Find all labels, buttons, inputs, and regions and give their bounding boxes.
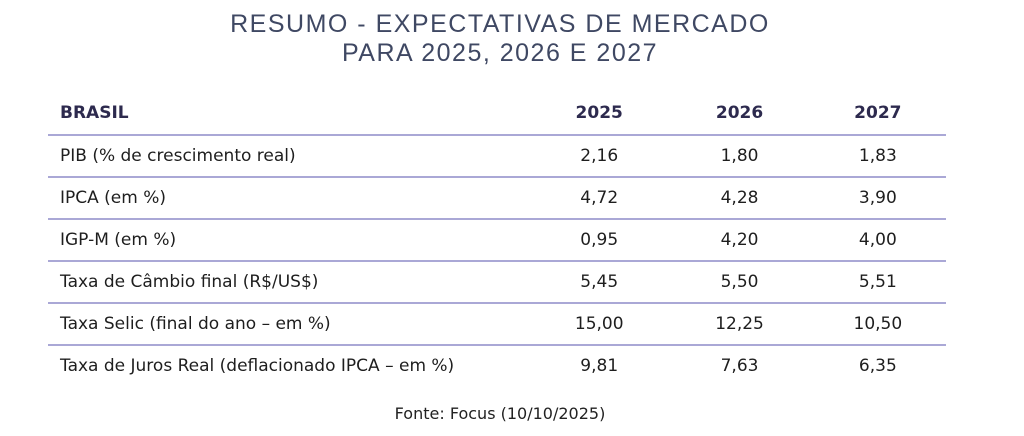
header-2027: 2027	[854, 103, 902, 123]
cell-2026: 1,80	[720, 146, 759, 166]
table-row: Taxa de Câmbio final (R$/US$) 5,45 5,50 …	[48, 261, 946, 303]
cell-2025: 15,00	[574, 314, 624, 334]
table-row: IGP-M (em %) 0,95 4,20 4,00	[48, 219, 946, 261]
header-brasil: BRASIL	[60, 103, 129, 123]
cell-2026: 7,63	[720, 356, 759, 376]
cell-2025: 9,81	[580, 356, 619, 376]
title-line-1: RESUMO - EXPECTATIVAS DE MERCADO	[230, 10, 770, 38]
table-row: IPCA (em %) 4,72 4,28 3,90	[48, 177, 946, 219]
row-label: IPCA (em %)	[60, 188, 167, 208]
cell-2027: 3,90	[858, 188, 897, 208]
table-row: Taxa Selic (final do ano – em %) 15,00 1…	[48, 303, 946, 345]
header-2025: 2025	[575, 103, 623, 123]
table-row: Taxa de Juros Real (deflacionado IPCA – …	[48, 345, 946, 386]
table-header-row: BRASIL 2025 2026 2027	[48, 92, 946, 135]
cell-2025: 5,45	[580, 272, 619, 292]
row-label: Taxa de Câmbio final (R$/US$)	[60, 272, 319, 292]
cell-2026: 4,20	[720, 230, 759, 250]
title-line-2: PARA 2025, 2026 E 2027	[341, 39, 659, 67]
cell-2026: 12,25	[715, 314, 764, 334]
row-label: PIB (% de crescimento real)	[60, 146, 296, 166]
row-label: Taxa Selic (final do ano – em %)	[60, 314, 331, 334]
cell-2027: 1,83	[858, 146, 897, 166]
header-2026: 2026	[715, 103, 764, 123]
table-row: PIB (% de crescimento real) 2,16 1,80 1,…	[48, 135, 946, 177]
cell-2027: 4,00	[858, 230, 897, 250]
cell-2025: 4,72	[580, 188, 619, 208]
cell-2025: 2,16	[580, 146, 619, 166]
cell-2025: 0,95	[580, 230, 619, 250]
cell-2027: 6,35	[858, 356, 897, 376]
cell-2027: 5,51	[858, 272, 897, 292]
source-note: Fonte: Focus (10/10/2025)	[394, 404, 606, 423]
row-label: Taxa de Juros Real (deflacionado IPCA – …	[60, 356, 455, 376]
cell-2027: 10,50	[853, 314, 903, 334]
page-title: RESUMO - EXPECTATIVAS DE MERCADO PARA 20…	[0, 10, 1000, 68]
row-label: IGP-M (em %)	[60, 230, 177, 250]
cell-2026: 5,50	[720, 272, 759, 292]
cell-2026: 4,28	[720, 188, 759, 208]
market-expectations-table: BRASIL 2025 2026 2027 PIB (% de crescime…	[48, 92, 946, 386]
